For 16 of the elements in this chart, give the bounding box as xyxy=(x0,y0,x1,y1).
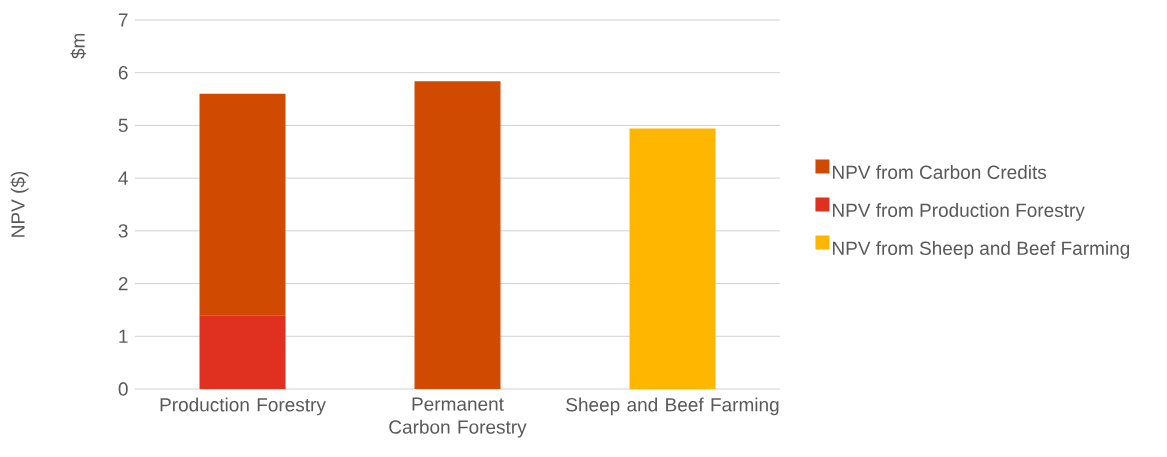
y-axis-title: NPV ($) xyxy=(10,171,29,237)
y-tick-label: 7 xyxy=(118,13,128,27)
y-tick-label: 0 xyxy=(118,382,128,396)
y-tick-label: 4 xyxy=(118,171,128,185)
legend-label: NPV from Carbon Credits xyxy=(833,165,1047,180)
y-tick-label: 5 xyxy=(118,118,128,133)
x-tick-label: Sheep and Beef Farming xyxy=(566,397,779,416)
y-tick-label: 6 xyxy=(118,65,128,80)
x-tick-label: Permanent Carbon Forestry xyxy=(389,397,527,438)
x-tick-label: Production Forestry xyxy=(160,397,326,416)
y-tick-label: 3 xyxy=(118,224,128,238)
legend-label: NPV from Sheep and Beef Farming xyxy=(833,241,1130,259)
text: $m xyxy=(70,33,86,59)
y-tick-label: 2 xyxy=(118,276,128,291)
legend-label: NPV from Production Forestry xyxy=(833,203,1085,221)
y-tick-label: 1 xyxy=(119,329,128,343)
